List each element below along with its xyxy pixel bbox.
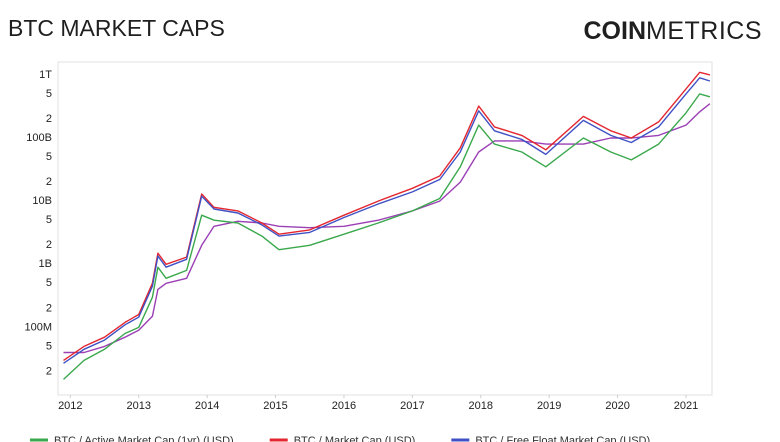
series-line [63, 93, 711, 380]
y-tick-label: 10B [32, 195, 52, 207]
x-tick-label: 2017 [400, 400, 424, 412]
series-line [63, 71, 711, 361]
y-tick-label: 1T [39, 69, 52, 81]
y-tick-label: 100M [24, 321, 52, 333]
y-tick-label: 5 [46, 88, 52, 100]
y-tick-label: 2 [46, 176, 52, 188]
x-tick-label: 2021 [674, 400, 698, 412]
x-tick-label: 2020 [605, 400, 629, 412]
y-tick-label: 2 [46, 239, 52, 251]
y-tick-label: 5 [46, 214, 52, 226]
x-tick-label: 2019 [537, 400, 561, 412]
y-tick-label: 2 [46, 113, 52, 125]
brand-bold: COIN [584, 17, 647, 45]
x-tick-label: 2018 [469, 400, 493, 412]
legend-label: BTC / Active Market Cap (1yr) (USD) [54, 435, 234, 442]
y-tick-label: 2 [46, 302, 52, 314]
chart-title: BTC MARKET CAPS [8, 15, 225, 41]
legend-label: BTC / Free Float Market Cap (USD) [475, 435, 650, 442]
x-tick-label: 2014 [195, 400, 219, 412]
y-tick-label: 5 [46, 340, 52, 352]
brand-logo: COINMETRICS [584, 17, 763, 45]
x-tick-label: 2015 [263, 400, 287, 412]
x-tick-label: 2016 [332, 400, 356, 412]
y-tick-label: 1B [39, 258, 52, 270]
y-tick-label: 100B [26, 132, 52, 144]
series-line [63, 103, 711, 354]
x-tick-label: 2012 [58, 400, 82, 412]
plot-frame [57, 61, 713, 396]
y-tick-label: 5 [46, 277, 52, 289]
legend-label: BTC / Market Cap (USD) [294, 435, 416, 442]
series-line [63, 77, 711, 364]
x-tick-label: 2013 [126, 400, 150, 412]
y-tick-label: 2 [46, 365, 52, 377]
brand-light: METRICS [646, 17, 762, 45]
y-tick-label: 5 [46, 151, 52, 163]
